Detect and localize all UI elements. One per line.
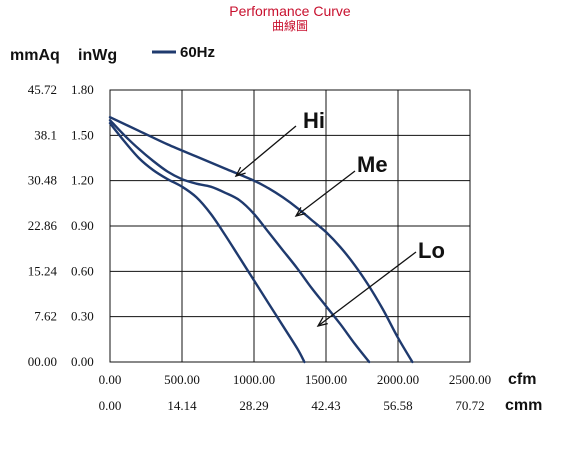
x-unit-cmm: cmm xyxy=(505,397,542,414)
x-tick-cfm: 500.00 xyxy=(164,372,200,387)
arrowhead-lo xyxy=(316,317,328,328)
x-tick-cmm: 56.58 xyxy=(383,398,412,413)
annotation-lo: Lo xyxy=(418,238,445,263)
x-tick-cfm: 2500.00 xyxy=(449,372,491,387)
x-tick-cmm: 70.72 xyxy=(455,398,484,413)
y-tick-mmaq: 30.48 xyxy=(28,173,57,188)
y-tick-inwg: 0.60 xyxy=(71,263,94,278)
legend-label: 60Hz xyxy=(180,44,215,61)
y-unit-mmaq: mmAq xyxy=(10,47,60,64)
arrow-me xyxy=(295,170,356,217)
y-tick-mmaq: 00.00 xyxy=(28,354,57,369)
y-tick-mmaq: 15.24 xyxy=(28,263,58,278)
x-ticks: 0.00 0.00 500.00 14.14 1000.00 28.29 1500.00 42… xyxy=(99,372,492,413)
arrow-lo xyxy=(317,251,417,327)
y-tick-inwg: 1.80 xyxy=(71,82,94,97)
y-tick-mmaq: 45.72 xyxy=(28,82,57,97)
x-tick-cmm: 0.00 xyxy=(99,398,122,413)
chart-subtitle: 曲線圖 xyxy=(272,18,308,33)
curve-hi xyxy=(108,116,414,364)
x-tick-cfm: 1500.00 xyxy=(305,372,347,387)
x-unit-cfm: cfm xyxy=(508,371,536,388)
chart-title: Performance Curve xyxy=(229,3,351,19)
annotation-me: Me xyxy=(357,152,388,177)
x-tick-cfm: 2000.00 xyxy=(377,372,419,387)
x-tick-cfm: 1000.00 xyxy=(233,372,275,387)
y-tick-mmaq: 22.86 xyxy=(28,218,58,233)
y-ticks: 0.00 00.00 0.30 7.62 0.60 15.24 0.90 22.86 1.20 3… xyxy=(28,82,94,369)
annotation-hi: Hi xyxy=(303,108,325,133)
curve-me xyxy=(108,119,371,364)
y-unit-inwg: inWg xyxy=(78,47,117,64)
curves xyxy=(108,116,414,364)
y-tick-inwg: 1.20 xyxy=(71,173,94,188)
annotations: Hi Me Lo xyxy=(234,108,445,328)
x-tick-cmm: 42.43 xyxy=(311,398,340,413)
y-tick-inwg: 0.00 xyxy=(71,354,94,369)
y-tick-inwg: 0.30 xyxy=(71,309,94,324)
curve-lo xyxy=(108,122,306,364)
y-tick-mmaq: 38.1 xyxy=(34,127,57,142)
plot-grid xyxy=(109,89,471,363)
x-tick-cmm: 28.29 xyxy=(239,398,268,413)
y-tick-inwg: 1.50 xyxy=(71,127,94,142)
x-tick-cfm: 0.00 xyxy=(99,372,122,387)
arrowhead-hi xyxy=(234,166,246,178)
y-tick-mmaq: 7.62 xyxy=(34,309,57,324)
arrowhead-me xyxy=(294,206,306,218)
x-tick-cmm: 14.14 xyxy=(167,398,197,413)
y-tick-inwg: 0.90 xyxy=(71,218,94,233)
arrow-hi xyxy=(235,125,297,177)
